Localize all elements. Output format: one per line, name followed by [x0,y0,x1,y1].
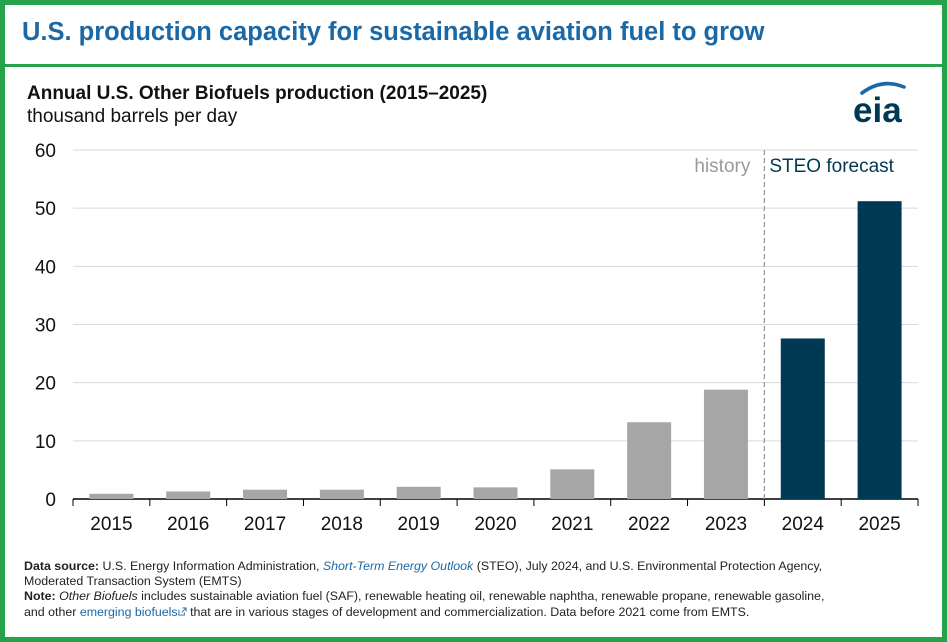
bar-2022 [627,422,672,499]
y-tick-label-10: 10 [35,432,56,453]
y-tick-label-40: 40 [35,257,56,278]
bar-2025 [857,201,902,500]
y-tick-label-50: 50 [35,199,56,220]
source-line-2: Moderated Transaction System (EMTS) [24,574,242,589]
bar-chart: 0 10 20 30 40 50 60 2015 2016 2017 2018 2019 2020 202… [35,141,919,535]
note-pre-2: and other [24,604,80,619]
y-tick-label-60: 60 [35,141,56,162]
x-tick-label-2018: 2018 [321,514,363,535]
bar-2016 [166,491,211,499]
x-tick-label-2015: 2015 [90,514,132,535]
bar-layer [89,201,902,500]
note-post-2: that are in various stages of developmen… [186,604,750,619]
history-label: history [694,156,750,177]
x-tick-label-2022: 2022 [628,514,670,535]
label-layer: 0 10 20 30 40 50 60 2015 2016 2017 2018 2019 2020 202… [35,141,901,535]
y-tick-label-30: 30 [35,316,56,337]
note-italic: Other Biofuels [59,589,138,604]
chart-title: Annual U.S. Other Biofuels production (2… [27,83,488,104]
bar-2015 [89,493,134,499]
footnote-note-line: Note: Other Biofuels includes sustainabl… [24,589,936,604]
eia-logo-swoosh [860,81,906,95]
page-title: U.S. production capacity for sustainable… [22,18,765,46]
note-text-1: includes sustainable aviation fuel (SAF)… [137,589,825,604]
bar-2021 [550,469,595,499]
bar-2023 [703,389,748,499]
source-pre: U.S. Energy Information Administration, [99,559,323,573]
note-label: Note: [24,589,56,604]
header-rule [5,64,942,67]
bar-2019 [396,486,441,499]
footnote-note-line-2: and other emerging biofuels that are in … [24,605,936,620]
external-link-icon [178,607,187,616]
bar-2020 [473,487,518,499]
x-tick-label-2020: 2020 [474,514,516,535]
eia-logo-text: eia [853,91,902,126]
source-post: (STEO), July 2024, and U.S. Environmenta… [473,559,823,573]
bar-2017 [243,489,288,499]
x-tick-label-2016: 2016 [167,514,209,535]
forecast-label: STEO forecast [769,156,894,177]
footnote-source-line: Data source: U.S. Energy Information Adm… [24,559,936,574]
x-tick-label-2019: 2019 [398,514,440,535]
bar-2018 [319,489,364,499]
y-tick-label-20: 20 [35,374,56,395]
x-tick-label-2017: 2017 [244,514,286,535]
emerging-biofuels-link[interactable]: emerging biofuels [79,604,178,619]
bar-2024 [780,338,825,499]
footnote: Data source: U.S. Energy Information Adm… [24,559,936,620]
source-label: Data source: [24,559,100,573]
eia-logo[interactable]: eia [848,80,918,126]
x-tick-label-2023: 2023 [705,514,747,535]
x-tick-label-2021: 2021 [551,514,593,535]
chart-subtitle: thousand barrels per day [27,106,238,127]
steo-link[interactable]: Short-Term Energy Outlook [322,559,474,573]
x-tick-label-2024: 2024 [782,514,825,535]
x-tick-label-2025: 2025 [858,514,900,535]
y-tick-label-0: 0 [45,490,56,511]
